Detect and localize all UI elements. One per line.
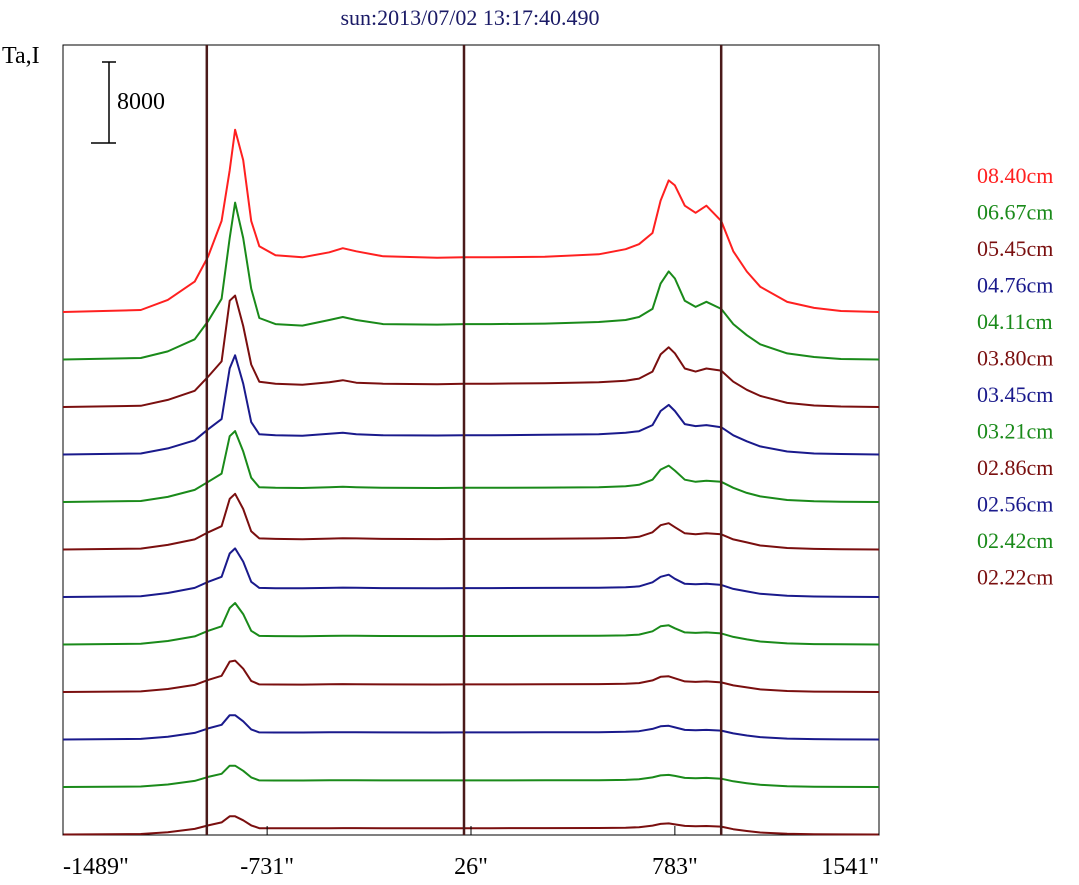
- series-line-03.45cm: [62, 547, 880, 598]
- x-tick-label: 1541": [821, 854, 879, 880]
- legend-item-05.45cm: 05.45cm: [977, 236, 1053, 261]
- legend-item-02.22cm: 02.22cm: [977, 565, 1053, 590]
- x-tick-label: 26": [454, 854, 488, 880]
- series-line-05.45cm: [62, 294, 880, 408]
- legend-item-06.67cm: 06.67cm: [977, 200, 1053, 225]
- legend-item-02.56cm: 02.56cm: [977, 492, 1053, 517]
- series-line-02.22cm: [62, 815, 880, 836]
- legend-item-03.21cm: 03.21cm: [977, 419, 1053, 444]
- series-line-02.42cm: [62, 764, 880, 788]
- x-tick-label: -1489": [63, 854, 129, 880]
- x-tick-label: 783": [652, 854, 698, 880]
- scale-bar: 8000: [91, 61, 165, 144]
- series-line-04.11cm: [62, 430, 880, 503]
- series-line-02.56cm: [62, 714, 880, 741]
- series-line-04.76cm: [62, 354, 880, 456]
- series-line-02.86cm: [62, 659, 880, 693]
- legend-item-02.86cm: 02.86cm: [977, 455, 1053, 480]
- legend: 08.40cm 06.67cm 05.45cm 04.76cm 04.11cm 03.80…: [977, 163, 1053, 590]
- chart-title: sun:2013/07/02 13:17:40.490: [340, 5, 599, 30]
- y-axis-label: Ta,I: [2, 43, 40, 69]
- series-layer: [62, 128, 880, 836]
- marker-layer: [205, 45, 723, 835]
- legend-item-04.76cm: 04.76cm: [977, 273, 1053, 298]
- series-line-08.40cm: [62, 128, 880, 313]
- series-line-03.80cm: [62, 492, 880, 551]
- series-line-06.67cm: [62, 201, 880, 361]
- x-axis-ticks: -1489" -731" 26" 783" 1541": [62, 826, 880, 880]
- legend-item-08.40cm: 08.40cm: [977, 163, 1053, 188]
- legend-item-02.42cm: 02.42cm: [977, 528, 1053, 553]
- scale-bar-label: 8000: [117, 89, 165, 115]
- legend-item-03.45cm: 03.45cm: [977, 382, 1053, 407]
- legend-item-03.80cm: 03.80cm: [977, 346, 1053, 371]
- x-tick-label: -731": [240, 854, 294, 880]
- legend-item-04.11cm: 04.11cm: [977, 309, 1053, 334]
- plot-frame: [62, 44, 880, 836]
- series-line-03.21cm: [62, 602, 880, 646]
